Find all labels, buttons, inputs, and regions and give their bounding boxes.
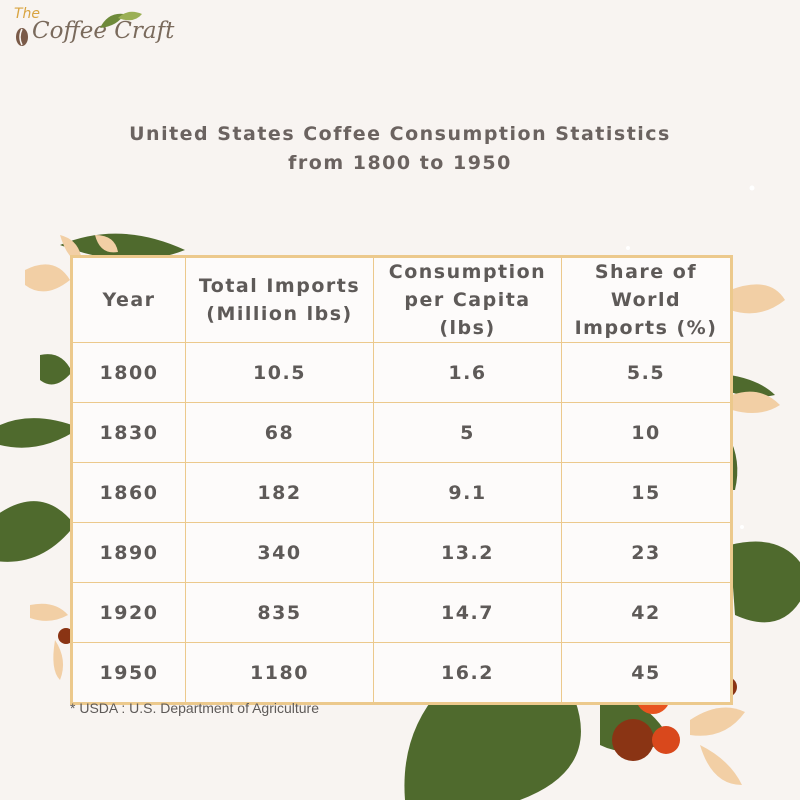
sparkles (626, 185, 755, 529)
coffee-consumption-table: Year Total Imports (Million lbs) Consumpt… (70, 255, 733, 705)
cell-year: 1890 (71, 522, 186, 583)
cell-consumption: 9.1 (373, 462, 562, 523)
cell-share: 10 (561, 402, 732, 463)
cell-imports: 10.5 (185, 342, 374, 403)
leaf-icon (100, 11, 142, 28)
cell-consumption: 5 (373, 402, 562, 463)
cell-imports: 1180 (185, 642, 374, 704)
cell-consumption: 13.2 (373, 522, 562, 583)
header-total-imports: Total Imports (Million lbs) (185, 256, 374, 343)
header-year: Year (71, 256, 186, 343)
table-row: 1890 340 13.2 23 (71, 522, 732, 583)
table-row: 1950 1180 16.2 45 (71, 642, 732, 704)
table-row: 1800 10.5 1.6 5.5 (71, 342, 732, 403)
table-row: 1830 68 5 10 (71, 402, 732, 463)
cell-imports: 182 (185, 462, 374, 523)
cell-imports: 68 (185, 402, 374, 463)
logo-the-text: The (14, 6, 41, 22)
cell-year: 1920 (71, 582, 186, 643)
cell-share: 45 (561, 642, 732, 704)
cell-share: 15 (561, 462, 732, 523)
cell-share: 5.5 (561, 342, 732, 403)
logo-name-text: Coffee Craft (32, 18, 175, 44)
cell-share: 42 (561, 582, 732, 643)
cell-year: 1950 (71, 642, 186, 704)
table-header-row: Year Total Imports (Million lbs) Consumpt… (71, 256, 732, 343)
cell-year: 1800 (71, 342, 186, 403)
table-row: 1860 182 9.1 15 (71, 462, 732, 523)
footnote: * USDA : U.S. Department of Agriculture (70, 700, 319, 716)
cell-consumption: 16.2 (373, 642, 562, 704)
cell-year: 1830 (71, 402, 186, 463)
cell-imports: 835 (185, 582, 374, 643)
cell-imports: 340 (185, 522, 374, 583)
header-consumption-per-capita: Consumption per Capita (lbs) (373, 256, 562, 343)
header-share-of-world-imports: Share of World Imports (%) (561, 256, 732, 343)
table-row: 1920 835 14.7 42 (71, 582, 732, 643)
title-line-2: from 1800 to 1950 (288, 152, 512, 174)
page-title: United States Coffee Consumption Statist… (0, 120, 800, 178)
coffee-bean-icon (16, 28, 28, 46)
cell-consumption: 14.7 (373, 582, 562, 643)
brand-logo: The Coffee Craft (12, 6, 182, 54)
cell-consumption: 1.6 (373, 342, 562, 403)
cell-share: 23 (561, 522, 732, 583)
cell-year: 1860 (71, 462, 186, 523)
title-line-1: United States Coffee Consumption Statist… (129, 123, 671, 145)
